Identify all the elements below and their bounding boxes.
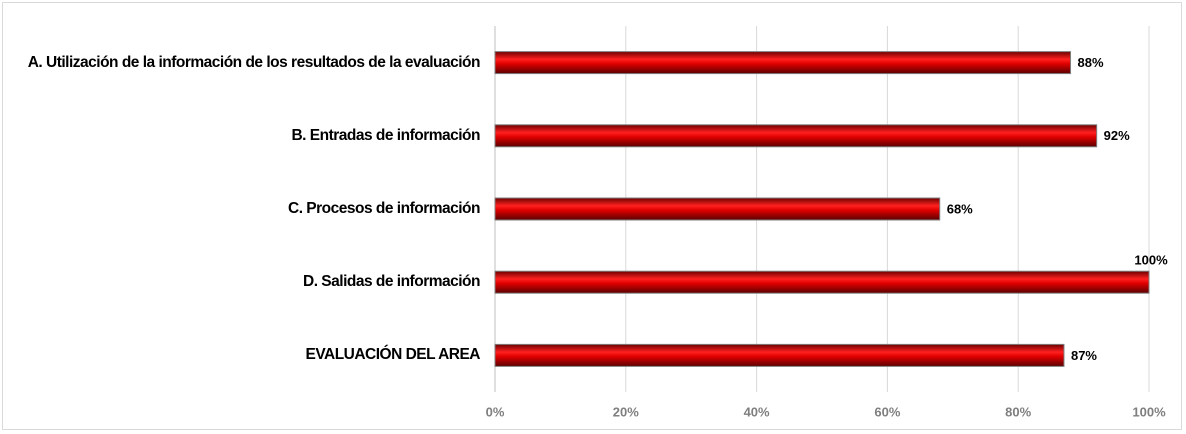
bar bbox=[494, 270, 1150, 294]
bar bbox=[494, 51, 1072, 75]
x-tick-label: 100% bbox=[1132, 404, 1166, 419]
bar bbox=[494, 124, 1098, 148]
category-label: B. Entradas de información bbox=[291, 126, 480, 144]
category-label: A. Utilización de la información de los … bbox=[27, 53, 481, 71]
bar bbox=[494, 197, 941, 221]
data-label: 87% bbox=[1071, 348, 1097, 363]
data-label: 100% bbox=[1134, 253, 1168, 268]
category-label-box: D. Salidas de información bbox=[0, 252, 481, 312]
x-tick-label: 80% bbox=[1005, 404, 1031, 419]
category-label-box: B. Entradas de información bbox=[0, 106, 480, 166]
category-label: D. Salidas de información bbox=[303, 273, 481, 291]
x-tick-label: 20% bbox=[613, 404, 639, 419]
category-label-box: C. Procesos de información bbox=[0, 179, 481, 239]
data-label: 92% bbox=[1104, 128, 1130, 143]
category-label-box: A. Utilización de la información de los … bbox=[0, 33, 481, 93]
x-tick-label: 40% bbox=[744, 404, 770, 419]
x-tick-label: 60% bbox=[874, 404, 900, 419]
x-tick-label: 0% bbox=[486, 404, 505, 419]
category-label-box: EVALUACIÓN DEL AREA bbox=[0, 325, 480, 385]
category-label: C. Procesos de información bbox=[288, 200, 481, 217]
data-label: 88% bbox=[1078, 55, 1104, 70]
bar bbox=[494, 343, 1065, 367]
data-label: 68% bbox=[947, 201, 973, 216]
category-label: EVALUACIÓN DEL AREA bbox=[305, 346, 480, 364]
